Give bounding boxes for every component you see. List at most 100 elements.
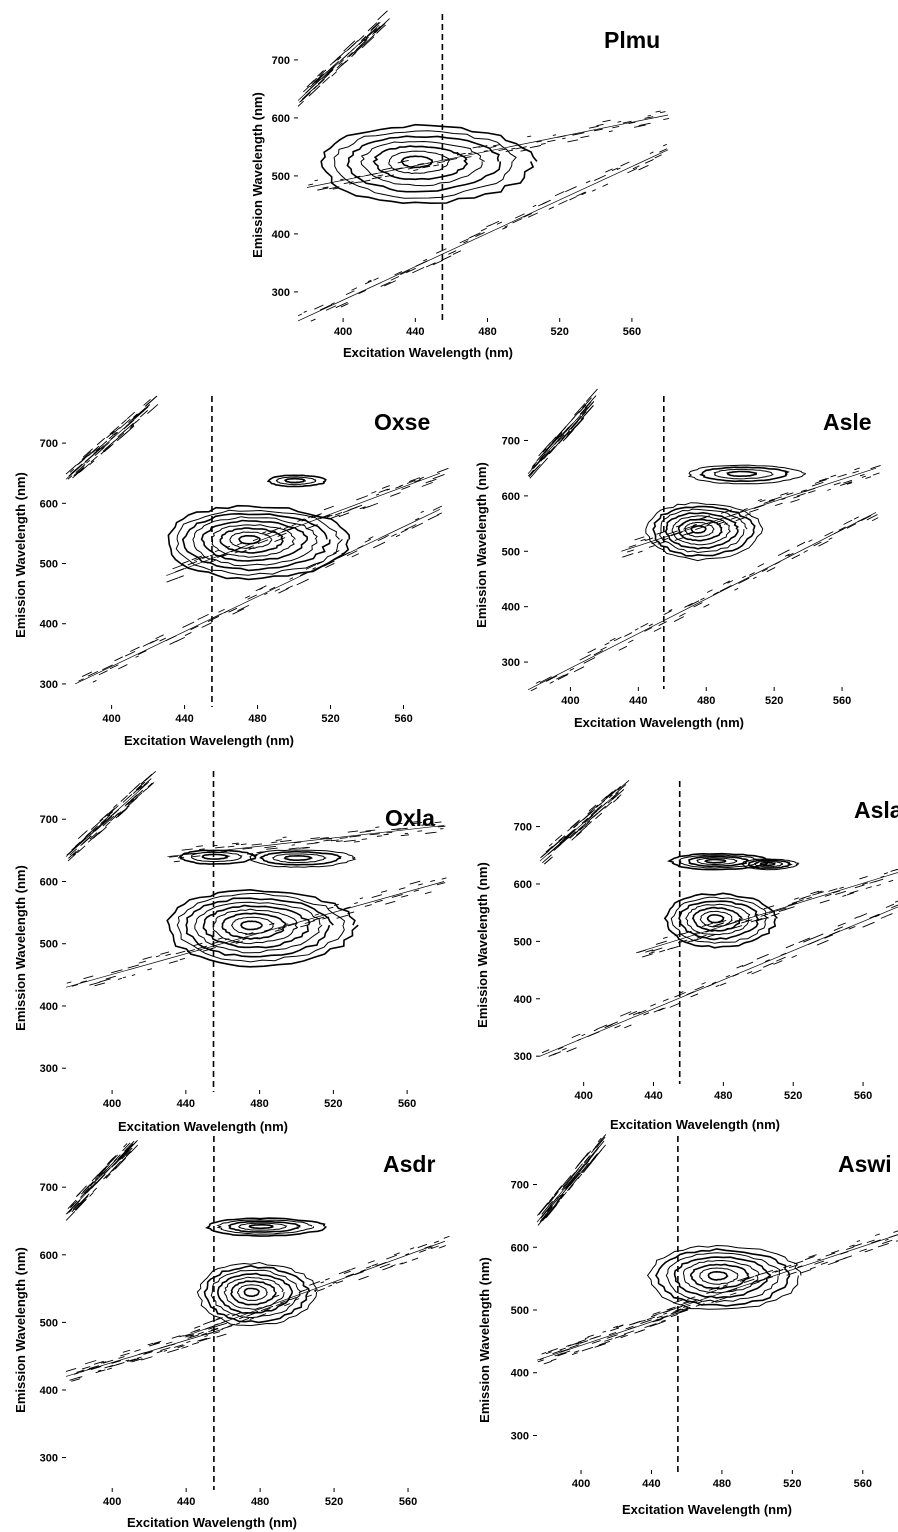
y-tick-label: 700 — [514, 822, 532, 834]
panel-plmu: Plmu Excitation Wavelength (nm) Emission… — [250, 27, 660, 360]
contour-peak — [645, 502, 764, 562]
contour-peak — [667, 852, 771, 871]
scatter-band — [306, 110, 670, 191]
contour-peak — [178, 849, 259, 865]
y-tick-label: 600 — [40, 1250, 58, 1262]
x-tick-label: 560 — [394, 713, 412, 725]
panel-title: Asla — [854, 797, 898, 823]
plot-aswi: 300 400 500 600 700 400 440 480 520 560 — [511, 1134, 898, 1490]
scatter-band — [65, 770, 156, 862]
scatter-band — [65, 1322, 233, 1382]
x-tick-label: 440 — [629, 695, 647, 707]
y-tick-label: 400 — [502, 602, 520, 614]
y-tick-label: 600 — [502, 491, 520, 503]
panel-title: Asle — [823, 409, 872, 435]
y-tick-label: 400 — [40, 1385, 58, 1397]
panel-title: Oxla — [385, 805, 435, 831]
y-tick-label: 400 — [514, 994, 532, 1006]
y-tick-label: 400 — [511, 1368, 529, 1380]
x-tick-label: 520 — [765, 695, 783, 707]
plot-plmu: 300 400 500 600 700 400 440 480 520 560 — [272, 10, 670, 338]
y-tick-label: 600 — [40, 876, 58, 888]
plot-oxla: 300 400 500 600 700 400 440 480 520 560 — [40, 770, 447, 1110]
x-tick-label: 560 — [854, 1478, 872, 1490]
scatter-band — [297, 143, 669, 322]
y-tick-label: 500 — [502, 546, 520, 558]
scatter-band — [65, 877, 447, 988]
x-axis-label: Excitation Wavelength (nm) — [610, 1117, 780, 1132]
y-tick-label: 700 — [40, 1182, 58, 1194]
contour-peak — [320, 123, 538, 205]
panel-aswi: Aswi Excitation Wavelength (nm) Emission… — [477, 1151, 892, 1517]
panel-asla: Asla Excitation Wavelength (nm) Emission… — [475, 797, 898, 1132]
y-tick-label: 700 — [272, 55, 290, 67]
scatter-band — [527, 512, 879, 692]
y-tick-label: 500 — [511, 1305, 529, 1317]
x-tick-label: 520 — [551, 326, 569, 338]
y-tick-label: 300 — [40, 1453, 58, 1465]
x-tick-label: 480 — [697, 695, 715, 707]
contour-peak — [646, 1244, 802, 1310]
panel-title: Aswi — [838, 1151, 892, 1177]
contour-peak — [687, 464, 807, 485]
contour-peak — [663, 892, 778, 949]
x-tick-label: 520 — [784, 1090, 802, 1102]
scatter-band — [297, 10, 390, 107]
x-tick-label: 400 — [103, 1496, 121, 1508]
plot-asla: 300 400 500 600 700 400 440 480 520 560 — [514, 779, 898, 1102]
y-axis-label: Emission Wavelength (nm) — [477, 1257, 492, 1423]
x-tick-label: 480 — [248, 713, 266, 725]
x-axis-label: Excitation Wavelength (nm) — [574, 715, 744, 730]
x-tick-label: 560 — [854, 1090, 872, 1102]
x-tick-label: 560 — [399, 1496, 417, 1508]
scatter-band — [539, 779, 630, 865]
contour-peak — [166, 888, 359, 968]
scatter-band — [74, 505, 442, 685]
x-tick-label: 520 — [321, 713, 339, 725]
y-tick-label: 700 — [502, 435, 520, 447]
y-tick-label: 700 — [511, 1180, 529, 1192]
contour-peak — [196, 1261, 318, 1327]
y-tick-label: 600 — [272, 113, 290, 125]
x-tick-label: 440 — [177, 1098, 195, 1110]
y-axis-label: Emission Wavelength (nm) — [13, 472, 28, 638]
y-tick-label: 600 — [40, 498, 58, 510]
y-tick-label: 300 — [514, 1051, 532, 1063]
y-tick-label: 600 — [514, 879, 532, 891]
contour-peak — [741, 858, 800, 871]
y-tick-label: 300 — [40, 679, 58, 691]
panel-title: Asdr — [383, 1151, 435, 1177]
y-tick-label: 600 — [511, 1242, 529, 1254]
x-tick-label: 400 — [334, 326, 352, 338]
y-tick-label: 500 — [40, 559, 58, 571]
y-tick-label: 700 — [40, 438, 58, 450]
x-tick-label: 560 — [623, 326, 641, 338]
x-tick-label: 400 — [572, 1478, 590, 1490]
x-tick-label: 560 — [833, 695, 851, 707]
scatter-band — [65, 395, 159, 480]
x-tick-label: 400 — [561, 695, 579, 707]
x-tick-label: 480 — [478, 326, 496, 338]
y-tick-label: 300 — [511, 1430, 529, 1442]
x-tick-label: 480 — [250, 1098, 268, 1110]
panel-title: Plmu — [604, 27, 660, 53]
contour-peak — [266, 474, 328, 488]
x-tick-label: 480 — [251, 1496, 269, 1508]
plot-areas: 300 400 500 600 700 400 440 480 520 560 300 400 500 6… — [40, 10, 898, 1508]
x-tick-label: 400 — [102, 713, 120, 725]
panel-asle: Asle Excitation Wavelength (nm) Emission… — [474, 409, 872, 730]
x-tick-label: 520 — [324, 1098, 342, 1110]
x-tick-label: 440 — [406, 326, 424, 338]
x-tick-label: 520 — [325, 1496, 343, 1508]
panel-oxla: Oxla Excitation Wavelength (nm) Emission… — [13, 805, 435, 1134]
y-tick-label: 300 — [502, 657, 520, 669]
y-axis-label: Emission Wavelength (nm) — [13, 865, 28, 1031]
y-tick-label: 400 — [272, 229, 290, 241]
y-tick-label: 300 — [40, 1063, 58, 1075]
panel-title: Oxse — [374, 409, 430, 435]
y-tick-label: 400 — [40, 1001, 58, 1013]
x-tick-label: 480 — [713, 1478, 731, 1490]
y-tick-label: 500 — [272, 171, 290, 183]
y-tick-label: 300 — [272, 287, 290, 299]
scatter-band — [527, 388, 598, 479]
